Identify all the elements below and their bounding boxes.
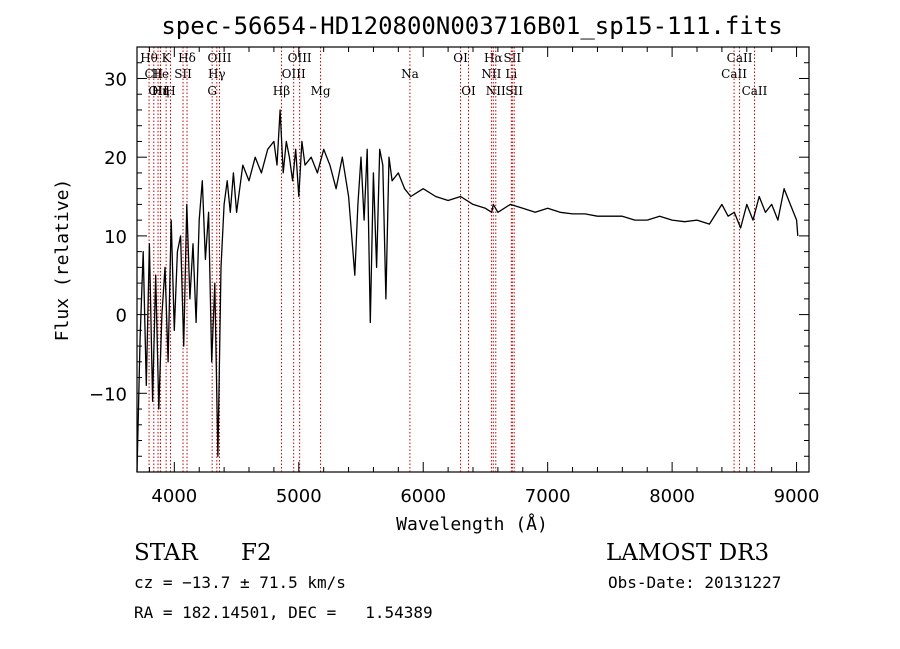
spectral-line-label: Hα bbox=[484, 51, 503, 65]
series-layer bbox=[136, 109, 799, 473]
x-axis-ticks: 4000 5000 6000 7000 8000 9000 bbox=[148, 47, 820, 507]
y-tick-label: 20 bbox=[104, 148, 127, 169]
spectral-line-label: OI bbox=[453, 51, 468, 65]
spectral-line-label: He bbox=[152, 67, 170, 81]
object-subclass: F2 bbox=[241, 540, 272, 566]
x-tick-label: 7000 bbox=[525, 486, 571, 507]
spectral-line-label: OIII bbox=[207, 51, 231, 65]
y-tick-label: 10 bbox=[104, 227, 127, 248]
y-axis-ticks: −10 0 10 20 30 bbox=[89, 46, 809, 457]
spectral-line-label: OI bbox=[461, 84, 476, 98]
spectral-line-label: CaII bbox=[727, 51, 753, 65]
survey-name: LAMOST DR3 bbox=[606, 540, 770, 566]
y-tick-label: −10 bbox=[89, 384, 127, 405]
spectral-line-label: NII bbox=[486, 84, 506, 98]
spectral-line-label: Hη bbox=[152, 84, 170, 98]
spectral-line-label: OII bbox=[148, 84, 168, 98]
spectral-line-label: SII bbox=[505, 84, 523, 98]
coordinates: RA = 182.14501, DEC = 1.54389 bbox=[134, 603, 433, 622]
x-tick-label: 4000 bbox=[151, 486, 197, 507]
spectral-line-label: Hδ bbox=[178, 51, 196, 65]
spectral-line-label: SII bbox=[503, 51, 521, 65]
spectral-line-label: Hθ bbox=[140, 51, 158, 65]
plot-frame bbox=[136, 46, 810, 473]
object-class: STAR bbox=[134, 540, 198, 566]
x-tick-label: 5000 bbox=[276, 486, 322, 507]
spectral-line-label: CII bbox=[144, 67, 163, 81]
spectral-line-label: Hγ bbox=[208, 67, 226, 81]
x-axis-label: Wavelength (Å) bbox=[396, 513, 548, 535]
spectral-line-label: Li bbox=[505, 67, 517, 81]
spectral-line-label: OIII bbox=[288, 51, 312, 65]
spectral-line-label: SII bbox=[174, 67, 192, 81]
spectral-line-label: CaII bbox=[742, 84, 768, 98]
x-tick-label: 6000 bbox=[400, 486, 446, 507]
redshift-cz: cz = −13.7 ± 71.5 km/s bbox=[134, 573, 346, 592]
chart-title: spec-56654-HD120800N003716B01_sp15-111.f… bbox=[161, 12, 782, 40]
spectral-line-label: Mg bbox=[311, 84, 331, 98]
x-tick-label: 9000 bbox=[774, 486, 820, 507]
spectral-line-label: G bbox=[207, 84, 217, 98]
spectral-line-label: Hε bbox=[152, 84, 169, 98]
spectral-line-label: K bbox=[162, 51, 172, 65]
spectral-line-label: Na bbox=[401, 67, 419, 81]
x-tick-label: 8000 bbox=[649, 486, 695, 507]
spectral-line-label: H bbox=[165, 84, 175, 98]
spectral-line-label: NII bbox=[481, 67, 501, 81]
spectral-line-label: CaII bbox=[721, 67, 747, 81]
y-axis-label: Flux (relative) bbox=[52, 179, 73, 342]
observation-date: Obs-Date: 20131227 bbox=[608, 573, 782, 592]
y-tick-label: 0 bbox=[116, 306, 127, 327]
y-tick-label: 30 bbox=[104, 69, 127, 90]
series-line-flux bbox=[136, 109, 799, 473]
spectral-line-label: Hβ bbox=[273, 84, 290, 98]
spectral-line-label: OIII bbox=[282, 67, 306, 81]
